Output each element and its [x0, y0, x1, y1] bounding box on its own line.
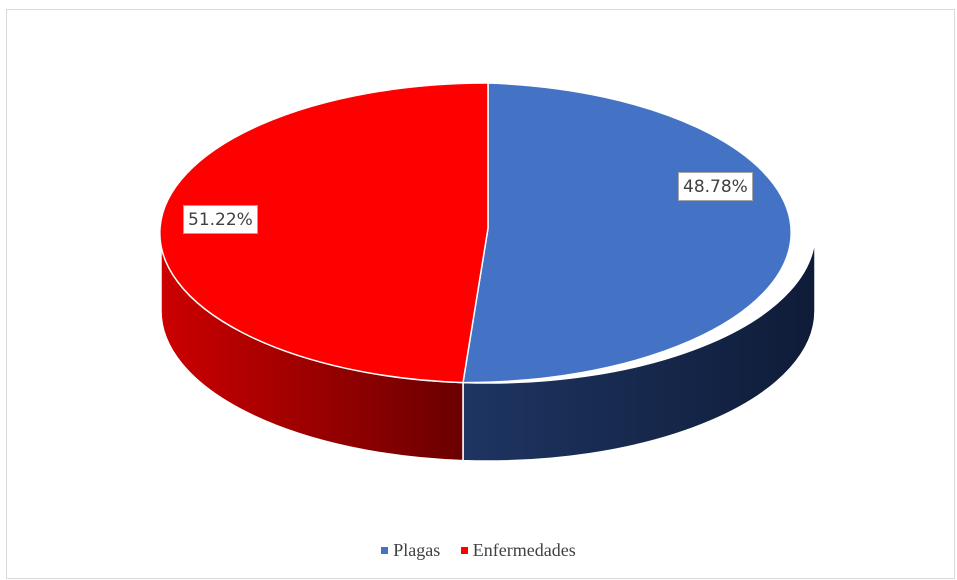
legend-entry-enfermedades: Enfermedades [460, 540, 576, 561]
pie-slice-enfermedades [159, 82, 489, 384]
data-label-plagas: 48.78% [678, 172, 753, 201]
legend-label-plagas: Plagas [393, 540, 441, 560]
legend-swatch-plagas [381, 547, 389, 554]
legend-swatch-enfermedades [460, 547, 468, 554]
legend-entry-plagas: Plagas [381, 540, 440, 561]
pie-slice-plagas [462, 82, 792, 384]
legend-label-enfermedades: Enfermedades [472, 540, 576, 560]
data-label-enfermedades: 51.22% [183, 205, 258, 234]
chart-legend: Plagas Enfermedades [0, 540, 957, 561]
